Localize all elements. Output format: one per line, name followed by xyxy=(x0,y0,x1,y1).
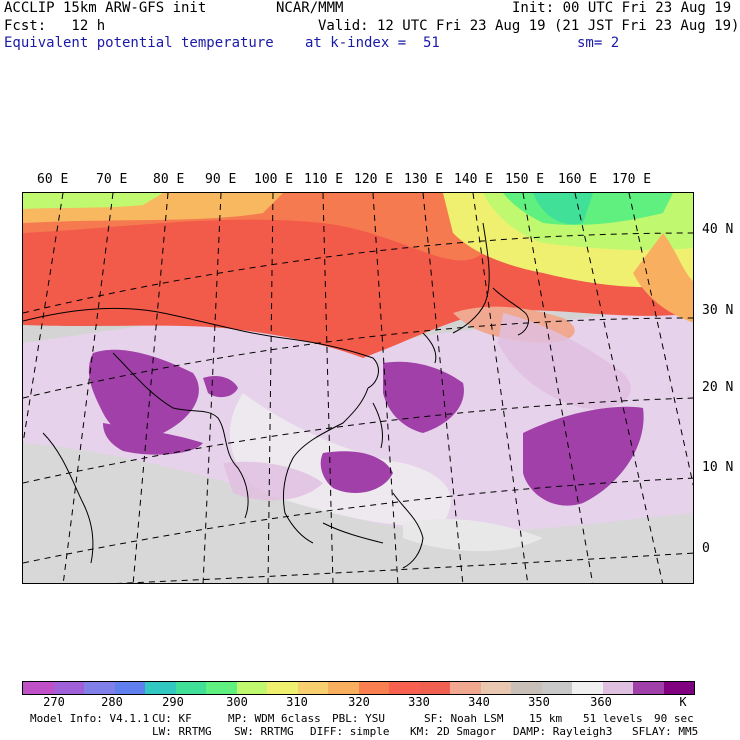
colorbar-swatch xyxy=(267,682,298,694)
colorbar-swatch xyxy=(236,682,267,694)
model-info-km: KM: 2D Smagor xyxy=(410,725,497,738)
colorbar xyxy=(22,681,695,695)
lon-label: 90 E xyxy=(205,172,237,187)
colorbar-swatch xyxy=(633,682,664,694)
smoothing: sm= 2 xyxy=(577,35,620,51)
model-title: ACCLIP 15km ARW-GFS init xyxy=(4,0,207,16)
colorbar-swatch xyxy=(480,682,511,694)
lon-label: 120 E xyxy=(354,172,394,187)
colorbar-tick-label: 310 xyxy=(286,695,308,709)
colorbar-swatch xyxy=(328,682,359,694)
lon-label: 60 E xyxy=(37,172,69,187)
lon-label: 160 E xyxy=(558,172,598,187)
colorbar-tick-label: 290 xyxy=(162,695,184,709)
colorbar-swatch xyxy=(358,682,389,694)
forecast-hour: Fcst: 12 h xyxy=(4,18,106,34)
model-info-version: Model Info: V4.1.1 xyxy=(30,712,150,725)
colorbar-tick-label: 300 xyxy=(226,695,248,709)
colorbar-unit: K xyxy=(679,695,687,709)
map-panel xyxy=(22,192,694,584)
lon-label: 130 E xyxy=(404,172,444,187)
colorbar-swatch xyxy=(450,682,481,694)
lat-label: 40 N xyxy=(702,222,734,237)
colorbar-swatch xyxy=(84,682,115,694)
model-info-sflay: SFLAY: MM5 xyxy=(632,725,699,738)
level-index: at k-index = 51 xyxy=(305,35,440,51)
lon-label: 80 E xyxy=(153,172,185,187)
init-time: Init: 00 UTC Fri 23 Aug 19 xyxy=(512,0,732,16)
lon-label: 150 E xyxy=(505,172,545,187)
field-name: Equivalent potential temperature xyxy=(4,35,274,51)
model-info-lw: LW: RRTMG xyxy=(152,725,212,738)
colorbar-swatch xyxy=(511,682,542,694)
lon-label: 140 E xyxy=(454,172,494,187)
colorbar-swatch xyxy=(663,682,694,694)
colorbar-swatch xyxy=(572,682,603,694)
lon-label: 170 E xyxy=(612,172,652,187)
colorbar-tick-label: 280 xyxy=(101,695,123,709)
model-info-levels: 51 levels xyxy=(583,712,643,725)
model-info-resolution: 15 km xyxy=(529,712,563,725)
model-info-pbl: PBL: YSU xyxy=(332,712,385,725)
lat-label: 0 xyxy=(702,541,710,556)
lat-label: 30 N xyxy=(702,303,734,318)
institution-label: NCAR/MMM xyxy=(276,0,344,16)
colorbar-swatch xyxy=(145,682,176,694)
model-info-sw: SW: RRTMG xyxy=(234,725,294,738)
colorbar-swatch xyxy=(23,682,54,694)
model-info-timestep: 90 sec xyxy=(654,712,694,725)
lon-label: 100 E xyxy=(254,172,294,187)
model-info-diff: DIFF: simple xyxy=(310,725,390,738)
colorbar-tick-label: 270 xyxy=(43,695,65,709)
colorbar-swatch xyxy=(114,682,145,694)
colorbar-swatch xyxy=(53,682,84,694)
colorbar-tick-label: 350 xyxy=(528,695,550,709)
lat-label: 10 N xyxy=(702,460,734,475)
colorbar-swatch xyxy=(389,682,420,694)
lon-label: 70 E xyxy=(96,172,128,187)
model-info-cu: CU: KF xyxy=(152,712,192,725)
colorbar-tick-label: 320 xyxy=(348,695,370,709)
valid-time: Valid: 12 UTC Fri 23 Aug 19 (21 JST Fri … xyxy=(318,18,740,34)
colorbar-swatch xyxy=(206,682,237,694)
colorbar-swatch xyxy=(541,682,572,694)
colorbar-tick-label: 360 xyxy=(590,695,612,709)
colorbar-swatch xyxy=(175,682,206,694)
lat-label: 20 N xyxy=(702,380,734,395)
model-info-sf: SF: Noah LSM xyxy=(424,712,504,725)
theta-e-field xyxy=(23,193,693,583)
colorbar-tick-label: 330 xyxy=(408,695,430,709)
colorbar-tick-label: 340 xyxy=(468,695,490,709)
model-info-damp: DAMP: Rayleigh3 xyxy=(513,725,613,738)
colorbar-swatch xyxy=(297,682,328,694)
colorbar-swatch xyxy=(602,682,633,694)
lon-label: 110 E xyxy=(304,172,344,187)
model-info-mp: MP: WDM 6class xyxy=(228,712,321,725)
colorbar-swatch xyxy=(419,682,450,694)
